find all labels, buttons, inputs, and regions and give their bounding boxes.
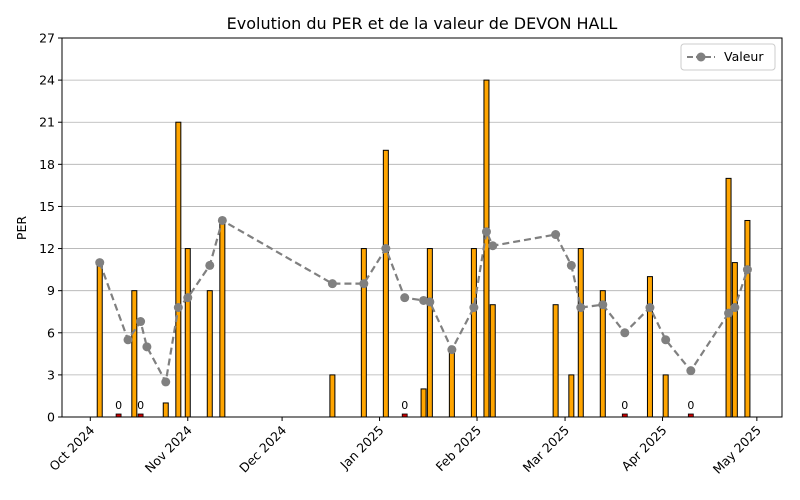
- valeur-point: [327, 279, 337, 289]
- valeur-point: [620, 328, 630, 338]
- valeur-point: [686, 366, 696, 376]
- bar-per: [731, 262, 738, 418]
- bar-per: [662, 374, 669, 418]
- bar-per: [329, 374, 336, 418]
- valeur-point: [576, 303, 586, 313]
- x-tick-label: Oct 2024: [46, 422, 97, 473]
- x-tick-label: Nov 2024: [142, 422, 195, 475]
- bar-per: [552, 304, 559, 418]
- bar-per: [426, 248, 433, 418]
- bar-zero-label: 0: [401, 399, 408, 412]
- bar-per: [96, 262, 103, 418]
- legend: Valeur: [680, 43, 776, 71]
- y-tick-label: 15: [39, 199, 55, 214]
- x-tick-label: Jan 2025: [336, 423, 386, 473]
- x-tick-layer: Oct 2024 Nov 2024 Dec 2024 Jan 2025 Feb 2025…: [46, 417, 764, 477]
- x-tick-label: Feb 2025: [433, 423, 485, 475]
- y-tick-label: 27: [39, 31, 55, 46]
- valeur-point: [598, 300, 608, 310]
- bar-per: [489, 304, 496, 418]
- bar-per: [568, 374, 575, 418]
- bar-per: [219, 219, 226, 418]
- bar-per: [646, 276, 653, 418]
- y-tick-label: 12: [39, 241, 55, 256]
- valeur-point: [183, 293, 193, 303]
- valeur-point: [359, 279, 369, 289]
- y-tick-layer: 0 3 6 9 12 15 18 21 24 27: [39, 31, 62, 425]
- bar-per: [360, 248, 367, 418]
- bar-per: [470, 248, 477, 418]
- bar-per: [382, 149, 389, 418]
- valeur-point: [645, 303, 655, 313]
- bar-per: [206, 290, 213, 418]
- chart-title: Evolution du PER et de la valeur de DEVO…: [227, 14, 618, 33]
- valeur-point: [173, 303, 183, 313]
- y-tick-label: 6: [47, 325, 55, 340]
- legend-label-valeur: Valeur: [724, 49, 764, 64]
- bar-layer: 0 0 0 0 0: [96, 79, 751, 418]
- x-tick-label: Mar 2025: [520, 423, 573, 476]
- valeur-point: [123, 335, 133, 345]
- bar-per: [577, 248, 584, 418]
- bar-zero-label: 0: [621, 399, 628, 412]
- valeur-point: [730, 303, 740, 313]
- valeur-point: [95, 258, 105, 268]
- bar-zero-label: 0: [115, 399, 122, 412]
- plot-frame: [61, 37, 783, 418]
- x-tick-label: Dec 2024: [236, 422, 289, 475]
- valeur-point: [217, 215, 227, 225]
- valeur-point: [551, 230, 561, 240]
- legend-box: [680, 43, 776, 71]
- valeur-point: [136, 317, 146, 327]
- bar-per: [599, 290, 606, 418]
- x-tick-label: May 2025: [710, 423, 764, 477]
- valeur-point: [481, 227, 491, 237]
- bar-per: [175, 121, 182, 418]
- bar-zero-label: 0: [687, 399, 694, 412]
- valeur-point: [205, 260, 215, 270]
- y-tick-label: 18: [39, 157, 55, 172]
- line-layer: [95, 215, 752, 387]
- valeur-point: [447, 345, 457, 355]
- y-tick-label: 21: [39, 115, 55, 130]
- bar-zero-label: 0: [137, 399, 144, 412]
- valeur-line: [98, 218, 749, 386]
- valeur-point: [469, 303, 479, 313]
- bar-per: [725, 177, 732, 418]
- valeur-point: [566, 260, 576, 270]
- legend-marker: [696, 52, 706, 62]
- bar-per: [420, 388, 427, 418]
- valeur-point: [142, 342, 152, 352]
- bar-per: [744, 219, 751, 418]
- bar-per: [448, 346, 455, 418]
- y-tick-label: 9: [47, 283, 55, 298]
- valeur-point: [400, 293, 410, 303]
- y-tick-label: 24: [39, 73, 55, 88]
- valeur-point: [488, 241, 498, 251]
- bar-per: [184, 248, 191, 418]
- valeur-point: [161, 377, 171, 387]
- y-axis-label: PER: [14, 216, 29, 240]
- x-tick-label: Apr 2025: [618, 423, 669, 474]
- bar-per: [131, 290, 138, 418]
- y-tick-label: 3: [47, 367, 55, 382]
- valeur-point: [381, 244, 391, 254]
- valeur-point: [742, 265, 752, 275]
- bar-per: [162, 402, 169, 418]
- valeur-point: [425, 297, 435, 307]
- valeur-point: [661, 335, 671, 345]
- valeur-point: [724, 308, 734, 318]
- y-tick-label: 0: [47, 410, 55, 425]
